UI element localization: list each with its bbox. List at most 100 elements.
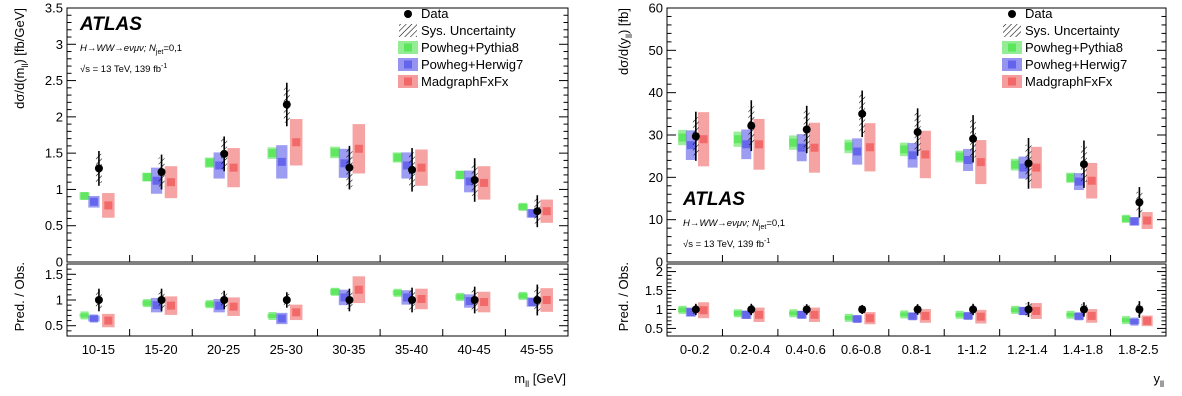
x-tick-label: 1.2-1.4	[1007, 342, 1047, 357]
ratio-prediction-marker	[456, 292, 465, 301]
ratio-prediction-marker	[686, 308, 695, 317]
data-point	[913, 128, 922, 137]
x-tick-label: 0.6-0.8	[841, 342, 881, 357]
prediction-marker	[900, 145, 909, 154]
x-axis-label: yll	[1154, 371, 1165, 389]
ratio-prediction-marker	[678, 305, 687, 314]
ratio-prediction-marker	[542, 296, 551, 304]
ratio-prediction-marker	[1143, 316, 1152, 325]
ratio-prediction-marker	[755, 310, 764, 319]
ratio-prediction-marker	[465, 297, 474, 306]
y-tick-label: 40	[649, 85, 663, 100]
ratio-prediction-marker	[340, 293, 349, 302]
prediction-marker	[976, 158, 985, 167]
prediction-marker	[456, 170, 465, 179]
legend-entry: Powheg+Herwig7	[421, 57, 523, 72]
prediction-marker	[277, 157, 286, 166]
ratio-prediction-marker	[403, 293, 412, 302]
prediction-marker	[1130, 217, 1139, 226]
atlas-title: ATLAS	[682, 189, 745, 210]
prediction-marker	[205, 158, 214, 167]
legend: Data Sys. Uncertainty Powheg+Pythia8 Powheg…	[1002, 6, 1127, 89]
legend-swatch-marker	[404, 43, 412, 52]
y-tick-label: 30	[649, 128, 663, 143]
data-point	[1024, 159, 1033, 168]
prediction-marker	[292, 138, 301, 147]
ratio-prediction-marker	[900, 310, 909, 319]
legend-sys-hatch	[399, 24, 417, 37]
ratio-prediction-marker	[797, 310, 806, 319]
ratio-y-tick-label: 0.5	[645, 321, 663, 336]
prediction-marker	[789, 138, 798, 147]
prediction-marker	[340, 159, 349, 168]
ratio-prediction-marker	[215, 301, 224, 310]
mll-chart: 0 0.5 1 1.5 2 2.5 3 3.5 0.5 1 1.5 10-15 15-20 20-25 25…	[12, 1, 569, 389]
ratio-prediction-marker	[1019, 306, 1028, 315]
ratio-prediction-marker	[104, 316, 113, 325]
data-point	[470, 175, 479, 184]
data-point	[157, 168, 166, 177]
ratio-prediction-marker	[166, 301, 175, 310]
prediction-marker	[797, 143, 806, 152]
y-tick-label: 0	[56, 255, 63, 270]
prediction-marker	[742, 140, 751, 149]
energy-label: √s = 13 TeV, 139 fb-1	[80, 63, 167, 75]
legend-data-marker	[1008, 10, 1016, 18]
ratio-plot-frame	[66, 263, 569, 337]
ratio-y-tick-label: 1	[656, 302, 663, 317]
ratio-prediction-marker	[955, 310, 964, 319]
prediction-marker	[964, 155, 973, 164]
x-tick-label: 30-35	[332, 342, 365, 357]
ratio-prediction-marker	[89, 314, 98, 323]
ratio-data-point	[157, 296, 166, 304]
legend-swatch-marker	[404, 77, 412, 86]
x-tick-label: 10-15	[82, 342, 115, 357]
prediction-marker	[1066, 173, 1075, 182]
legend-entry: Sys. Uncertainty	[421, 23, 516, 38]
prediction-marker	[528, 209, 537, 218]
prediction-marker	[518, 202, 527, 211]
data-point	[94, 164, 103, 173]
ratio-prediction-marker	[152, 301, 161, 310]
process-label: H→WW→eνμν; Njet=0,1	[80, 43, 182, 56]
x-tick-label: 1.8-2.5	[1118, 342, 1158, 357]
legend-sys-hatch	[1003, 24, 1021, 37]
prediction-marker	[152, 176, 161, 185]
ratio-prediction-marker	[143, 299, 152, 308]
y-axis-label: dσ/d(yll) [fb]	[616, 8, 634, 75]
prediction-marker	[810, 143, 819, 152]
data-point	[747, 121, 756, 130]
ratio-prediction-marker	[80, 311, 89, 320]
x-tick-label: 0.2-0.4	[730, 342, 770, 357]
x-tick-label: 20-25	[207, 342, 240, 357]
prediction-marker	[542, 207, 551, 216]
data-point	[533, 207, 542, 216]
x-tick-label: 1.4-1.8	[1063, 342, 1103, 357]
x-tick-label: 0.4-0.6	[785, 342, 825, 357]
legend-entry: MadgraphFxFx	[421, 74, 509, 89]
y-tick-label: 3.5	[45, 1, 63, 16]
ratio-prediction-marker	[865, 314, 874, 323]
prediction-marker	[393, 153, 402, 162]
prediction-marker	[89, 197, 98, 206]
x-tick-label: 25-30	[270, 342, 303, 357]
prediction-marker	[1019, 163, 1028, 172]
ratio-prediction-marker	[908, 312, 917, 321]
ratio-prediction-marker	[1087, 311, 1096, 320]
ratio-prediction-marker	[964, 311, 973, 320]
atlas-labels: ATLAS H→WW→eνμν; Njet=0,1 √s = 13 TeV, 139…	[79, 14, 182, 75]
legend-data-marker	[404, 10, 412, 18]
legend-entry: MadgraphFxFx	[1025, 74, 1113, 89]
ratio-prediction-marker	[742, 310, 751, 319]
prediction-marker	[865, 143, 874, 152]
prediction-marker	[354, 144, 363, 153]
ratio-prediction-marker	[921, 311, 930, 320]
legend-entry: Powheg+Pythia8	[421, 40, 519, 55]
prediction-marker	[480, 178, 489, 187]
prediction-marker	[1074, 177, 1083, 186]
x-tick-label: 35-40	[395, 342, 428, 357]
prediction-marker	[955, 152, 964, 161]
ratio-data-point	[691, 305, 700, 314]
ratio-data-point	[1024, 305, 1033, 314]
